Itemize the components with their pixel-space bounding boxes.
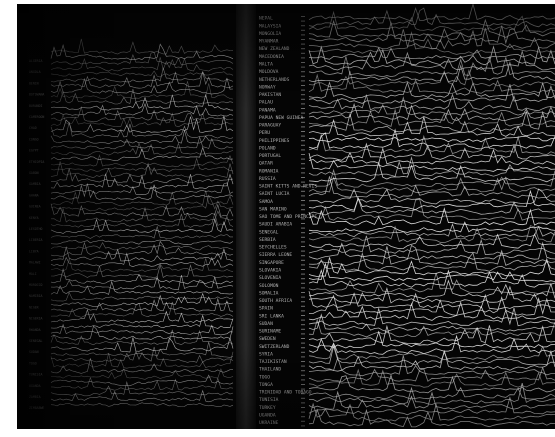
photograph: ALGERIAANGOLABENINBOTSWANABURUNDICAMEROO… bbox=[17, 4, 555, 429]
vertical-vignette bbox=[17, 4, 555, 429]
photo-canvas: ALGERIAANGOLABENINBOTSWANABURUNDICAMEROO… bbox=[17, 4, 555, 429]
